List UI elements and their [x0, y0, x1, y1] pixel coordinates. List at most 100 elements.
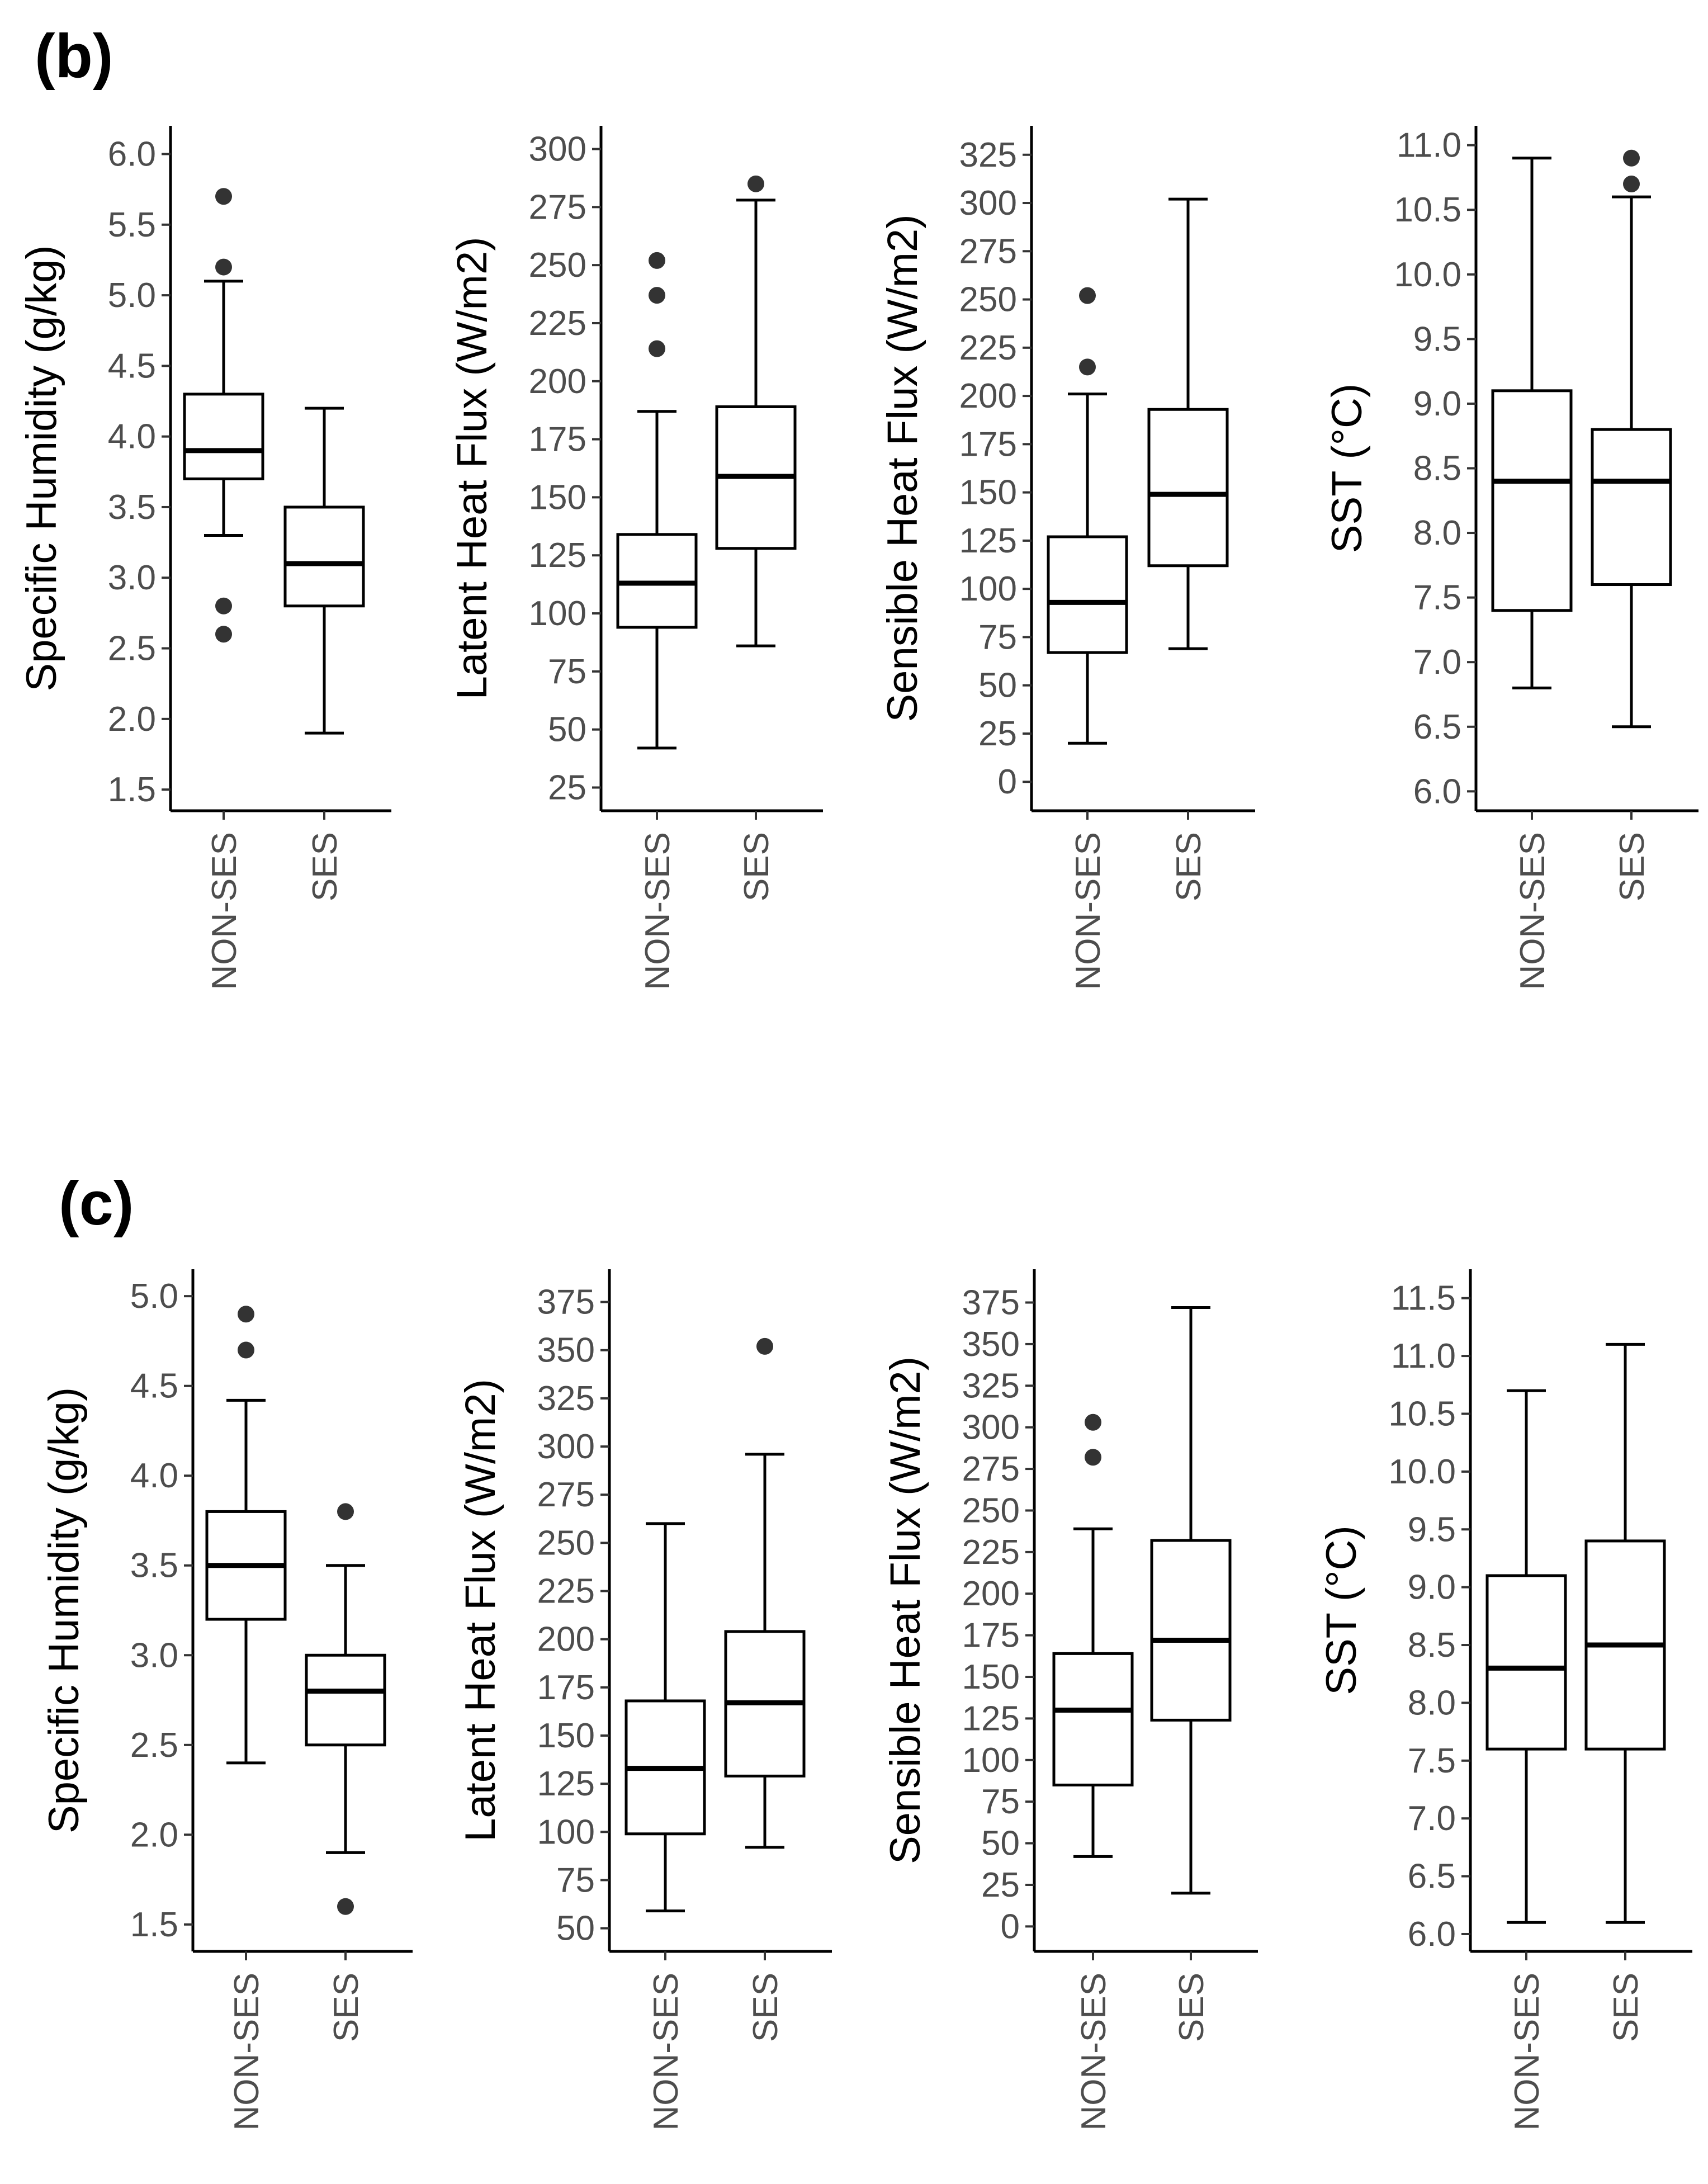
y-tick-label: 325 [959, 136, 1017, 174]
outlier-point [238, 1306, 254, 1323]
y-tick-label: 150 [962, 1658, 1020, 1696]
box-non-ses [1491, 157, 1573, 689]
boxplot-b-3: 0 25 50 75 100 125 150 175 200 225 250 275 300 325 Sen… [879, 126, 1255, 990]
y-tick-label: 275 [537, 1476, 595, 1514]
box-non-ses [183, 188, 264, 643]
y-tick-label: 350 [962, 1325, 1020, 1364]
iqr-box [283, 505, 365, 608]
y-tick-label: 9.5 [1408, 1510, 1456, 1549]
y-tick-label: 10.0 [1388, 1453, 1456, 1491]
outlier-point [215, 188, 232, 205]
y-tick-label: 5.0 [130, 1277, 178, 1316]
y-tick-label: 300 [537, 1427, 595, 1466]
y-tick-label: 50 [556, 1909, 595, 1948]
y-tick-label: 2.5 [130, 1726, 178, 1765]
y-tick-label: 150 [959, 474, 1017, 512]
y-tick-label: 75 [548, 653, 586, 691]
y-tick-label: 325 [537, 1379, 595, 1418]
iqr-box [1047, 535, 1128, 654]
y-tick-label: 7.5 [1413, 579, 1461, 617]
y-tick-label: 300 [529, 130, 586, 169]
outlier-point [649, 340, 665, 357]
y-tick-label: 9.0 [1408, 1568, 1456, 1607]
box-non-ses [1047, 287, 1128, 745]
y-tick-label: 175 [962, 1616, 1020, 1655]
y-tick-label: 150 [529, 478, 586, 517]
y-tick-label: 100 [962, 1741, 1020, 1780]
box-ses [1150, 1306, 1232, 1895]
y-tick-label: 6.0 [108, 135, 156, 174]
y-tick-label: 300 [959, 184, 1017, 223]
y-tick-label: 1.5 [108, 770, 156, 809]
y-tick-label: 75 [978, 618, 1017, 656]
iqr-box [1147, 408, 1229, 568]
y-tick-label: 225 [959, 329, 1017, 367]
y-tick-label: 50 [978, 666, 1017, 705]
y-tick-label: 100 [959, 570, 1017, 608]
y-tick-label: 100 [529, 594, 586, 633]
y-tick-label: 4.5 [108, 347, 156, 385]
y-axis-title: Latent Heat Flux (W/m2) [448, 237, 496, 700]
y-tick-label: 125 [962, 1699, 1020, 1738]
y-axis-title: SST (°C) [1323, 384, 1371, 553]
category-label-non-ses: NON-SES [1075, 1973, 1113, 2130]
y-tick-label: 10.5 [1388, 1394, 1456, 1433]
y-tick-label: 7.5 [1408, 1742, 1456, 1780]
iqr-box [1485, 1574, 1567, 1751]
box-ses [1591, 149, 1672, 729]
y-tick-label: 275 [959, 232, 1017, 271]
y-tick-label: 6.0 [1413, 772, 1461, 811]
outlier-point [215, 258, 232, 276]
y-tick-label: 5.0 [108, 276, 156, 315]
box-ses [305, 1503, 386, 1915]
y-tick-label: 350 [537, 1331, 595, 1370]
boxplot-c-1: 1.5 2.0 2.5 3.0 3.5 4.0 4.5 5.0 Specific Humidit… [40, 1269, 413, 2130]
y-tick-label: 10.5 [1394, 191, 1461, 229]
outlier-point [747, 175, 764, 192]
y-tick-label: 3.5 [130, 1547, 178, 1585]
box-non-ses [1485, 1389, 1567, 1924]
y-tick-label: 75 [556, 1861, 595, 1899]
outlier-point [1623, 149, 1640, 167]
box-non-ses [616, 252, 698, 750]
y-tick-label: 200 [529, 362, 586, 401]
outlier-point [649, 287, 665, 304]
y-tick-label: 275 [529, 188, 586, 226]
y-tick-label: 6.5 [1413, 708, 1461, 746]
box-ses [724, 1337, 806, 1849]
y-tick-label: 8.0 [1408, 1684, 1456, 1722]
y-tick-label: 275 [962, 1450, 1020, 1488]
y-tick-label: 175 [537, 1668, 595, 1707]
y-tick-label: 175 [529, 420, 586, 459]
y-tick-label: 10.0 [1394, 256, 1461, 294]
box-ses [1147, 197, 1229, 650]
y-axis-title: Specific Humidity (g/kg) [40, 1387, 88, 1833]
boxplot-b-2: 25 50 75 100 125 150 175 200 225 250 275 300 Latent … [448, 126, 823, 990]
y-tick-label: 250 [959, 281, 1017, 319]
y-tick-label: 150 [537, 1717, 595, 1755]
y-tick-label: 4.0 [108, 418, 156, 456]
y-tick-label: 50 [548, 711, 586, 749]
y-tick-label: 5.5 [108, 206, 156, 244]
boxplot-b-4: 6.0 6.5 7.0 7.5 8.0 8.5 9.0 9.5 10.0 10.5 11.0 SST … [1323, 126, 1698, 990]
boxplot-c-4: 6.0 6.5 7.0 7.5 8.0 8.5 9.0 9.5 10.0 10.5 11.0 11.5… [1318, 1269, 1692, 2130]
outlier-point [337, 1503, 354, 1520]
y-tick-label: 7.0 [1413, 643, 1461, 682]
y-tick-label: 25 [981, 1866, 1020, 1904]
y-tick-label: 50 [981, 1824, 1020, 1863]
y-tick-label: 1.5 [130, 1906, 178, 1944]
y-tick-label: 325 [962, 1367, 1020, 1405]
y-tick-label: 0 [1001, 1907, 1020, 1946]
outlier-point [1079, 287, 1096, 304]
category-label-ses: SES [306, 832, 344, 901]
y-axis-title: Sensible Heat Flux (W/m2) [882, 1356, 929, 1864]
y-tick-label: 0 [998, 763, 1017, 801]
y-tick-label: 9.0 [1413, 385, 1461, 423]
y-tick-label: 2.5 [108, 630, 156, 668]
y-tick-label: 8.5 [1413, 450, 1461, 488]
boxplot-b-1: 1.5 2.0 2.5 3.0 3.5 4.0 4.5 5.0 5.5 6.0 Specific H… [18, 126, 391, 990]
y-tick-label: 125 [537, 1765, 595, 1803]
y-tick-label: 200 [959, 377, 1017, 415]
category-label-ses: SES [1607, 1973, 1645, 2042]
